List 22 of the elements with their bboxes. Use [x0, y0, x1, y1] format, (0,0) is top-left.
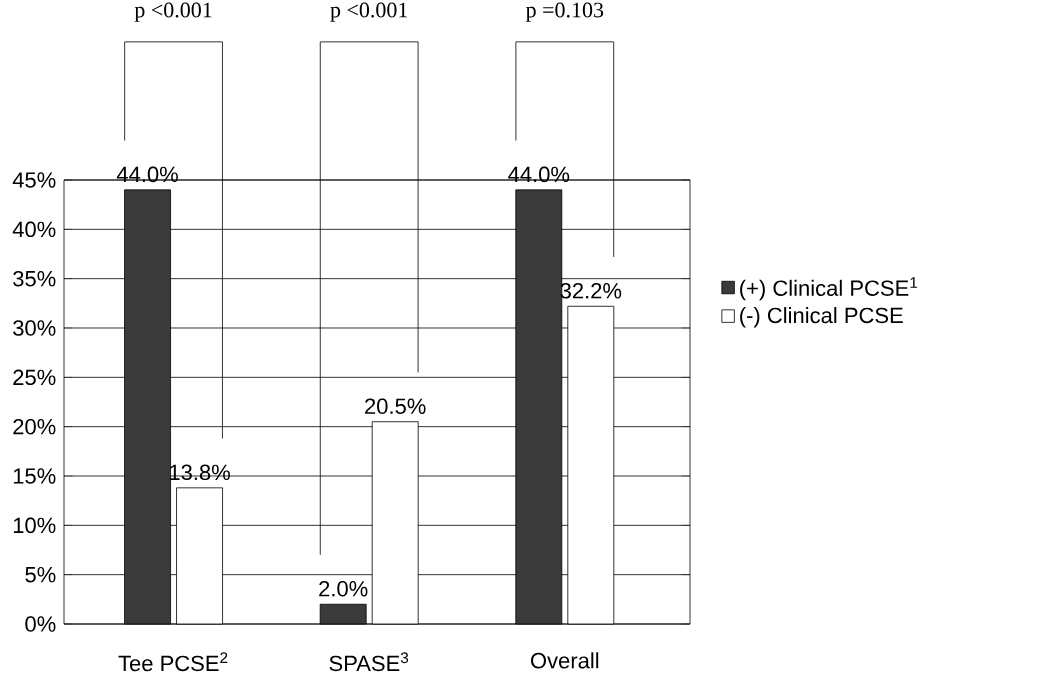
legend-label: (-) Clinical PCSE — [740, 307, 903, 328]
text: p <0.001 — [134, 2, 212, 22]
x-tick-label: SPASE$^{3}$ — [329, 652, 409, 672]
text: p <0.001 — [330, 2, 408, 22]
y-tick-label: 10% — [13, 517, 56, 534]
x-tick-label: Overall — [531, 652, 599, 669]
y-tick-label: 45% — [12, 172, 56, 188]
data-label: 2.0% — [319, 580, 368, 597]
y-tick-label: 0% — [25, 616, 56, 632]
y-tick-label: 35% — [13, 270, 56, 287]
x-tick-label: Tee PCSE$^{2}$ — [118, 652, 228, 672]
y-tick-label: 15% — [13, 468, 56, 484]
y-tick-label: 40% — [12, 221, 56, 238]
y-tick-label: 20% — [13, 418, 56, 435]
data-label: 44.0% — [116, 166, 178, 183]
legend-label: (+) Clinical PCSE$^{1}$ — [740, 277, 918, 301]
y-tick-label: 5% — [25, 566, 56, 583]
text: p =0.103 — [525, 2, 604, 22]
data-label: 20.5% — [365, 398, 426, 414]
y-tick-label: 25% — [13, 369, 56, 386]
y-tick-label: 30% — [13, 320, 56, 336]
data-label: 44.0% — [508, 166, 570, 183]
